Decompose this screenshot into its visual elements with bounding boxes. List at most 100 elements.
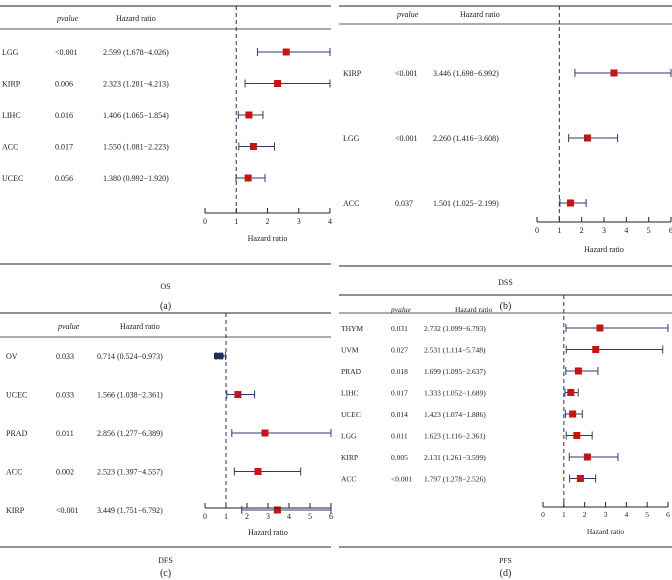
endpoint-label: OS xyxy=(160,282,170,291)
forest-panel: pvalue Hazard ratio THYM 0.031 2.732 (1.099−… xyxy=(339,294,672,579)
x-tick-label: 5 xyxy=(308,512,312,521)
x-tick-label: 1 xyxy=(234,217,238,226)
row-hazard-ratio: 1.333 (1.052−1.689) xyxy=(424,389,486,398)
hazard-point xyxy=(245,111,253,119)
row-hazard-ratio: 0.714 (0.524−0.973) xyxy=(97,352,163,361)
x-axis-label: Hazard ratio xyxy=(248,234,288,243)
hazard-point xyxy=(261,429,269,437)
row-pvalue: 0.017 xyxy=(391,389,408,398)
x-axis-label: Hazard ratio xyxy=(587,527,625,536)
row-label: UVM xyxy=(341,346,359,355)
row-pvalue: 0.016 xyxy=(55,111,73,120)
hazard-point xyxy=(574,367,582,375)
endpoint-label: DSS xyxy=(498,278,513,287)
row-pvalue: 0.033 xyxy=(56,391,74,400)
row-label: LGG xyxy=(341,432,357,441)
x-tick-label: 0 xyxy=(535,226,539,235)
x-tick-label: 2 xyxy=(580,226,584,235)
hazard-point xyxy=(592,346,600,353)
row-label: KIRP xyxy=(343,69,362,78)
x-tick-label: 3 xyxy=(297,217,301,226)
row-label: PRAD xyxy=(6,429,28,438)
row-pvalue: <0.001 xyxy=(55,48,78,57)
hazard-ratio-header: Hazard ratio xyxy=(455,305,493,314)
row-hazard-ratio: 3.446 (1.698−6.992) xyxy=(433,69,499,78)
x-axis-label: Hazard ratio xyxy=(584,245,624,254)
row-label: THYM xyxy=(341,324,363,333)
row-pvalue: 0.017 xyxy=(55,143,73,152)
x-tick-label: 1 xyxy=(224,512,228,521)
row-pvalue: 0.014 xyxy=(391,410,408,419)
hazard-point xyxy=(234,391,242,398)
row-label: ACC xyxy=(343,199,359,208)
row-pvalue: 0.005 xyxy=(391,453,408,462)
x-tick-label: 5 xyxy=(647,226,651,235)
row-label: LGG xyxy=(2,48,19,57)
row-label: KIRP xyxy=(2,80,21,89)
row-pvalue: 0.002 xyxy=(56,468,74,477)
x-tick-label: 4 xyxy=(624,226,628,235)
hazard-point xyxy=(569,410,577,418)
endpoint-label: DFS xyxy=(158,556,173,565)
panel-label: (b) xyxy=(500,301,512,312)
row-hazard-ratio: 2.732 (1.099−6.793) xyxy=(424,324,486,333)
endpoint-label: PFS xyxy=(499,556,512,565)
hazard-point xyxy=(254,468,262,475)
row-hazard-ratio: 2.523 (1.397−4.557) xyxy=(97,468,163,477)
row-hazard-ratio: 2.599 (1.678−4.026) xyxy=(103,48,169,57)
row-pvalue: 0.033 xyxy=(56,352,74,361)
pvalue-header: pvalue xyxy=(57,322,80,331)
forest-panel: pvalue Hazard ratio OV 0.033 0.714 (0.524−0.… xyxy=(0,312,333,579)
panel-label: (c) xyxy=(160,568,171,579)
row-hazard-ratio: 1.797 (1.278−2.526) xyxy=(424,475,486,484)
x-tick-label: 2 xyxy=(266,217,270,226)
row-pvalue: 0.056 xyxy=(55,174,73,183)
row-label: ACC xyxy=(341,475,356,484)
hazard-point xyxy=(573,432,581,439)
row-pvalue: 0.037 xyxy=(395,199,413,208)
row-hazard-ratio: 1.566 (1.038−2.361) xyxy=(97,391,163,400)
row-label: OV xyxy=(6,352,18,361)
x-tick-label: 1 xyxy=(557,226,561,235)
x-tick-label: 5 xyxy=(645,510,649,519)
row-pvalue: <0.001 xyxy=(395,69,418,78)
row-label: UCEC xyxy=(341,410,361,419)
x-tick-label: 6 xyxy=(666,510,670,519)
row-pvalue: 0.011 xyxy=(56,429,74,438)
row-hazard-ratio: 1.699 (1.095−2.637) xyxy=(424,367,486,376)
hazard-ratio-header: Hazard ratio xyxy=(116,14,156,23)
hazard-point xyxy=(249,143,257,150)
x-tick-label: 2 xyxy=(583,510,587,519)
hazard-point xyxy=(567,389,575,396)
row-label: PRAD xyxy=(341,367,362,376)
hazard-point xyxy=(596,324,604,332)
x-tick-label: 4 xyxy=(328,217,332,226)
x-tick-label: 1 xyxy=(562,510,566,519)
row-hazard-ratio: 2.131 (1.261−3.599) xyxy=(424,453,486,462)
hazard-point xyxy=(567,199,575,207)
pvalue-header: pvalue xyxy=(56,14,79,23)
x-tick-label: 3 xyxy=(604,510,608,519)
row-pvalue: 0.011 xyxy=(391,432,408,441)
hazard-point xyxy=(274,80,282,87)
row-label: KIRP xyxy=(6,506,25,515)
x-axis-label: Hazard ratio xyxy=(248,528,288,537)
row-label: LIHC xyxy=(2,111,21,120)
row-hazard-ratio: 2.856 (1.277−6.389) xyxy=(97,429,163,438)
row-label: LGG xyxy=(343,134,360,143)
row-pvalue: <0.001 xyxy=(56,506,79,515)
row-pvalue: 0.031 xyxy=(391,324,408,333)
row-hazard-ratio: 1.623 (1.116−2.361) xyxy=(424,432,486,441)
forest-panel: pvalue Hazard ratio KIRP <0.001 3.446 (1.698… xyxy=(339,5,672,312)
row-label: ACC xyxy=(2,143,18,152)
hazard-point xyxy=(583,134,591,142)
row-label: UCEC xyxy=(2,174,23,183)
x-tick-label: 3 xyxy=(266,512,270,521)
row-label: KIRP xyxy=(341,453,358,462)
x-tick-label: 0 xyxy=(203,217,207,226)
x-tick-label: 0 xyxy=(203,512,207,521)
row-hazard-ratio: 2.323 (1.281−4.213) xyxy=(103,80,169,89)
hazard-ratio-header: Hazard ratio xyxy=(460,10,500,19)
x-tick-label: 4 xyxy=(624,510,628,519)
